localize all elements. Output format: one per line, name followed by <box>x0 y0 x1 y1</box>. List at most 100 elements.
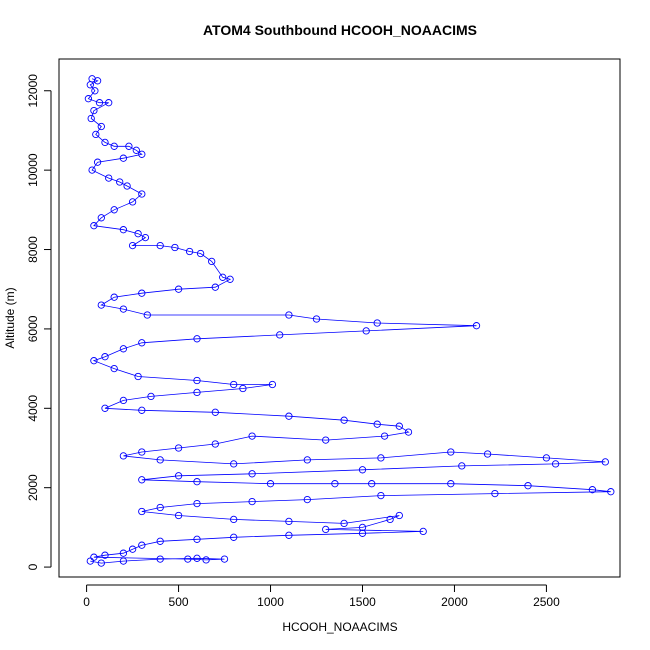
data-point <box>196 249 205 258</box>
data-point <box>193 499 201 508</box>
data-point <box>138 190 146 198</box>
data-point <box>185 247 194 256</box>
data-point <box>377 454 385 462</box>
data-point <box>276 331 284 339</box>
data-point <box>156 537 164 545</box>
data-point <box>174 444 183 452</box>
data-point <box>128 241 137 250</box>
data-point <box>358 523 367 532</box>
data-point <box>373 420 381 428</box>
data-point <box>138 448 146 456</box>
data-point <box>285 412 293 420</box>
data-point <box>91 87 99 95</box>
data-point <box>110 206 118 214</box>
x-tick-label: 1500 <box>349 595 376 609</box>
data-point <box>156 503 164 512</box>
data-point <box>101 138 109 147</box>
chart-title: ATOM4 Southbound HCOOH_NOAACIMS <box>203 22 477 38</box>
data-point <box>101 551 109 559</box>
y-axis: 0 2000 4000 6000 8000 10000 12000 <box>26 74 52 570</box>
data-point <box>128 545 137 553</box>
data-point <box>138 289 146 297</box>
data-point <box>447 448 455 456</box>
data-point <box>193 535 201 543</box>
data-point <box>105 99 113 107</box>
data-point <box>97 301 105 309</box>
data-point <box>588 486 597 494</box>
data-point <box>93 158 102 166</box>
data-point <box>97 559 105 567</box>
data-point <box>202 556 210 564</box>
x-tick-label: 0 <box>83 595 90 609</box>
data-point <box>119 305 128 313</box>
data-point <box>230 380 238 389</box>
data-point <box>119 226 128 234</box>
data-point <box>193 388 201 397</box>
data-point <box>303 495 311 504</box>
x-tick-label: 1000 <box>257 595 284 609</box>
data-point <box>419 527 427 536</box>
data-point <box>193 335 201 343</box>
data-point <box>90 553 98 561</box>
data-point <box>285 311 293 319</box>
data-point <box>226 275 234 283</box>
data-point <box>174 511 183 520</box>
data-point <box>134 230 142 238</box>
x-tick-label: 500 <box>169 595 189 609</box>
data-point <box>248 470 256 478</box>
data-point <box>93 77 102 85</box>
data-point <box>542 454 551 462</box>
data-point <box>138 541 146 549</box>
data-point <box>266 480 275 488</box>
data-point <box>373 319 381 327</box>
data-point <box>184 555 192 563</box>
data-point <box>156 241 164 250</box>
data-point <box>132 146 140 154</box>
data-point <box>119 154 128 162</box>
data-point <box>380 432 389 440</box>
data-point <box>119 396 128 405</box>
data-point <box>87 114 95 123</box>
data-point <box>110 293 118 301</box>
y-tick-label: 8000 <box>26 236 40 263</box>
data-point <box>138 406 146 414</box>
y-axis-label: Altitude (m) <box>3 287 17 348</box>
data-point <box>248 432 256 440</box>
x-tick-label: 2000 <box>441 595 468 609</box>
plot-frame <box>58 58 621 578</box>
y-tick-label: 12000 <box>26 74 40 108</box>
data-point <box>285 531 293 539</box>
data-point <box>358 529 367 537</box>
data-point <box>97 214 105 222</box>
data-point <box>219 273 227 281</box>
data-point <box>368 480 376 488</box>
data-point <box>472 322 481 330</box>
data-point <box>110 142 118 150</box>
data-point <box>447 480 455 488</box>
data-point <box>211 283 219 291</box>
y-tick-label: 2000 <box>26 474 40 501</box>
data-point <box>171 243 179 252</box>
data-point <box>90 106 98 115</box>
y-tick-label: 4000 <box>26 395 40 422</box>
data-point <box>524 482 532 490</box>
data-point <box>230 515 238 524</box>
data-point <box>119 549 128 557</box>
data-point <box>322 436 330 444</box>
data-point <box>395 422 403 430</box>
data-point <box>601 458 609 466</box>
x-axis: 0 500 1000 1500 2000 2500 <box>83 584 560 609</box>
data-point <box>90 357 98 365</box>
data-point <box>116 178 124 186</box>
data-point <box>248 497 256 506</box>
data-point <box>607 488 615 496</box>
data-point <box>303 456 311 464</box>
data-point <box>193 376 201 385</box>
data-point <box>239 384 247 393</box>
data-point <box>101 353 109 361</box>
data-point <box>551 460 560 468</box>
data-point <box>174 472 183 480</box>
data-point <box>141 233 150 242</box>
data-point <box>193 554 201 562</box>
data-point <box>138 150 146 158</box>
